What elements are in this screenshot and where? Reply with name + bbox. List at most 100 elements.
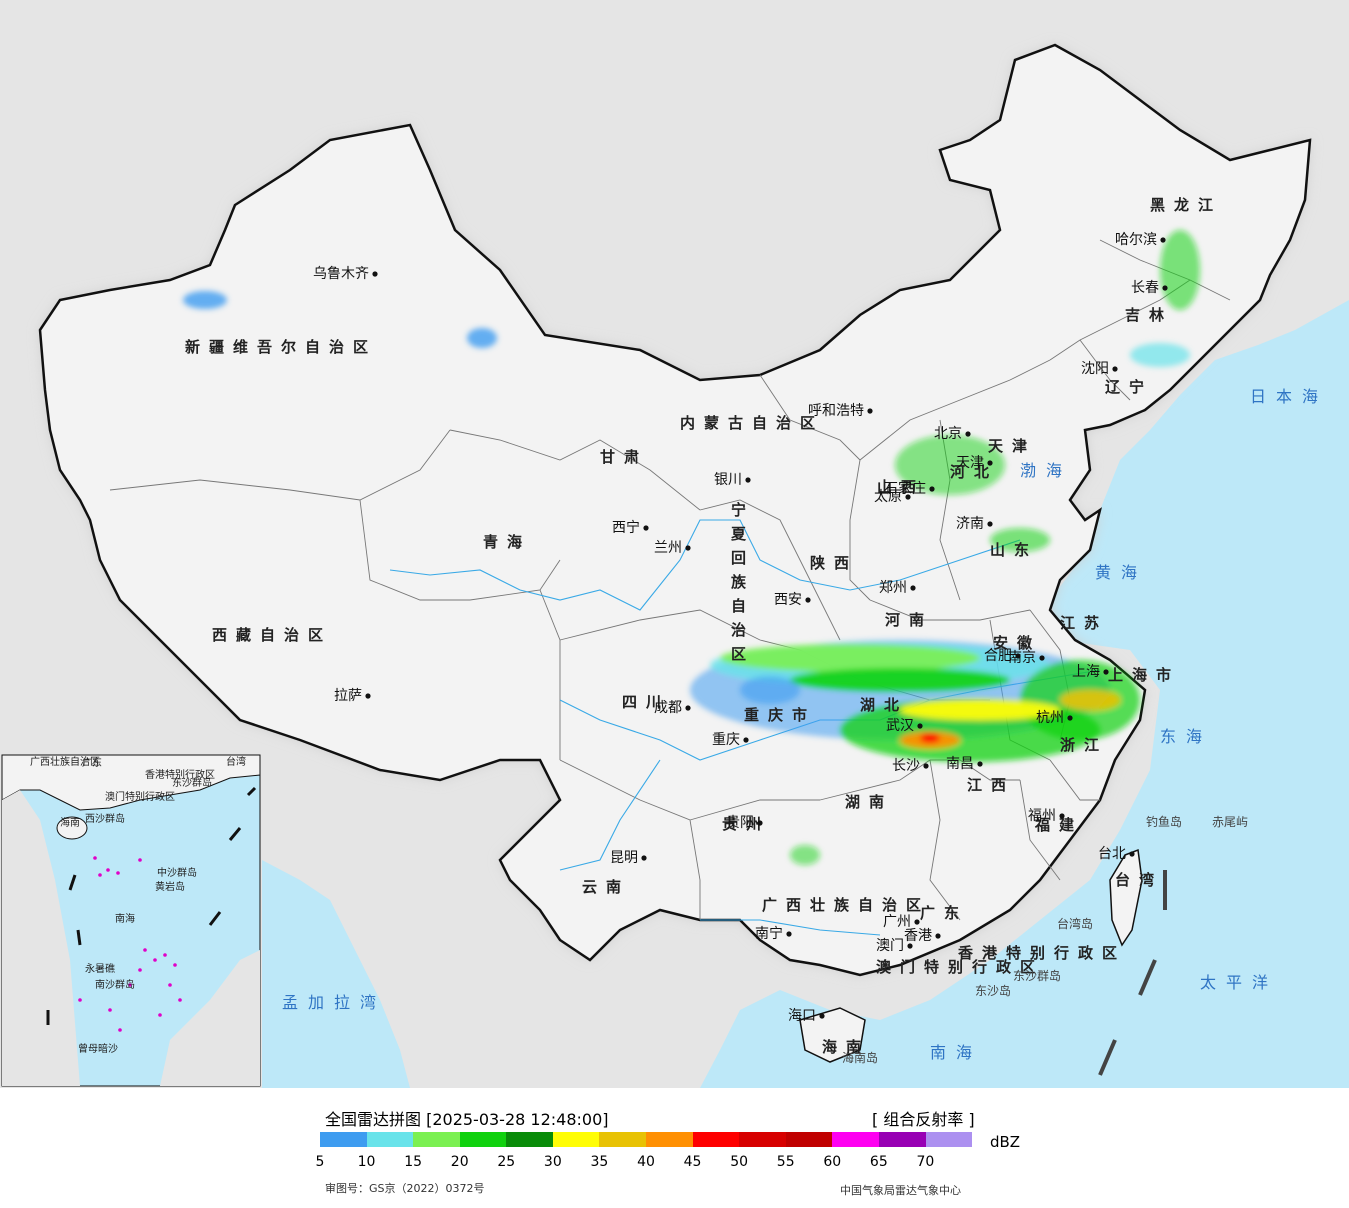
province-label-26: 上海市 (1108, 666, 1180, 684)
city-label-3: 兰州 (654, 540, 682, 556)
inset-label-2: 海南 (60, 816, 80, 829)
inset-label-5: 台湾 (226, 755, 246, 768)
hainan-island (799, 1007, 866, 1063)
province-label-29: 台湾 (1115, 871, 1163, 889)
city-marker-18 (917, 723, 923, 729)
island-label-5: 海南岛 (842, 1050, 878, 1065)
province-label-16: 安徽 (993, 634, 1041, 652)
legend-tick-6: 35 (590, 1154, 609, 1170)
echo-shandong (990, 528, 1050, 552)
province-label-14: 山东 (990, 541, 1038, 559)
legend-tick-4: 25 (497, 1154, 516, 1170)
echo-core-east-yellow (1060, 690, 1120, 710)
city-label-31: 福州 (1028, 808, 1056, 824)
legend-swatch-1 (366, 1132, 414, 1147)
south-china-sea-inset (1, 754, 261, 1087)
city-label-22: 杭州 (1036, 710, 1064, 726)
province-label-18: 湖南 (845, 793, 893, 811)
legend-swatch-8 (692, 1132, 740, 1147)
city-marker-3 (685, 545, 691, 551)
city-label-21: 上海 (1072, 664, 1100, 680)
echo-xinjiang-2 (467, 328, 497, 348)
inset-label-6: 东沙群岛 (172, 776, 212, 789)
city-marker-17 (743, 737, 749, 743)
city-label-14: 郑州 (879, 580, 907, 596)
province-label-6: 内蒙古自治区 (680, 414, 824, 432)
city-label-24: 长沙 (892, 758, 920, 774)
city-label-28: 广州 (883, 914, 911, 930)
city-marker-31 (1059, 813, 1065, 819)
inset-mainland (1, 754, 261, 811)
province-label-10: 河北 (950, 463, 998, 481)
legend-title: 全国雷达拼图 [2025-03-28 12:48:00] (325, 1110, 609, 1129)
inset-dash-line (46, 786, 257, 1025)
province-label-20: 浙江 (1060, 736, 1108, 754)
city-marker-24 (923, 763, 929, 769)
source-agency: 中国气象局雷达气象中心 (840, 1184, 961, 1197)
city-label-19: 合肥 (984, 648, 1012, 664)
city-marker-9 (965, 431, 971, 437)
province-label-2: 青海 (483, 533, 531, 551)
province-label-8: 吉林 (1125, 306, 1173, 324)
legend-color-bar (320, 1132, 973, 1147)
sea-label-2: 黄海 (1095, 563, 1147, 582)
province-label-27: 天津 (988, 437, 1036, 455)
legend-tick-9: 50 (730, 1154, 749, 1170)
legend-swatch-13 (925, 1132, 973, 1147)
echo-xinjiang-1 (183, 291, 227, 309)
province-label-0: 新疆维吾尔自治区 (185, 338, 377, 356)
city-label-5: 呼和浩特 (808, 403, 864, 419)
city-label-10: 天津 (956, 455, 984, 471)
bay-of-bengal (262, 860, 410, 1088)
legend-swatch-2 (413, 1132, 460, 1147)
echo-guizhou (790, 845, 820, 865)
nine-dash-line (1098, 870, 1167, 1076)
city-label-23: 南昌 (946, 756, 974, 772)
legend-swatch-12 (878, 1132, 926, 1147)
echo-band-light-green (720, 644, 980, 672)
city-marker-21 (1103, 669, 1109, 675)
echo-sichuan (740, 676, 800, 704)
city-marker-30 (907, 943, 913, 949)
legend-tick-0: 5 (315, 1154, 325, 1170)
legend-swatch-0 (320, 1132, 367, 1147)
echo-core-red (920, 733, 940, 743)
city-marker-22 (1067, 715, 1073, 721)
province-label-15: 江苏 (1060, 614, 1108, 632)
city-label-0: 乌鲁木齐 (313, 266, 369, 282)
province-label-31: 香港特别行政区 (958, 944, 1126, 962)
legend-tick-10: 55 (776, 1154, 795, 1170)
city-label-2: 西宁 (612, 519, 640, 536)
city-marker-27 (786, 931, 792, 937)
city-label-27: 南宁 (755, 925, 783, 942)
echo-north-china (895, 435, 1005, 495)
legend-swatch-3 (459, 1132, 507, 1147)
island-label-0: 钓鱼岛 (1146, 814, 1182, 829)
island-label-2: 台湾岛 (1057, 916, 1093, 931)
inset-label-7: 西沙群岛 (85, 812, 125, 825)
city-marker-11 (929, 486, 935, 492)
legend-unit: dBZ (990, 1133, 1021, 1151)
echo-band-green (790, 668, 1010, 692)
island-label-1: 赤尾屿 (1212, 815, 1248, 829)
sea-area (700, 300, 1349, 1088)
legend-tick-12: 65 (869, 1154, 888, 1170)
city-label-33: 海口 (788, 1008, 816, 1024)
province-label-22: 贵州 (722, 815, 770, 833)
legend-ticks: 5 10 15 20 25 30 35 40 45 50 55 60 65 70 (316, 1154, 980, 1174)
city-marker-7 (1162, 285, 1168, 291)
city-marker-29 (935, 933, 941, 939)
province-label-7: 黑龙江 (1150, 196, 1222, 214)
legend-swatch-4 (506, 1132, 553, 1147)
inset-label-12: 永暑礁 (85, 962, 115, 975)
city-marker-14 (910, 585, 916, 591)
province-label-21: 福建 (1034, 816, 1083, 834)
province-label-28: 海南 (822, 1038, 870, 1056)
province-label-19: 江西 (967, 776, 1015, 794)
province-label-24: 广西壮族自治区 (762, 896, 930, 914)
inset-label-0: 广西壮族自治区 (30, 755, 100, 768)
radar-echoes (183, 230, 1200, 865)
city-marker-6 (1160, 237, 1166, 243)
city-label-15: 西安 (774, 592, 802, 608)
